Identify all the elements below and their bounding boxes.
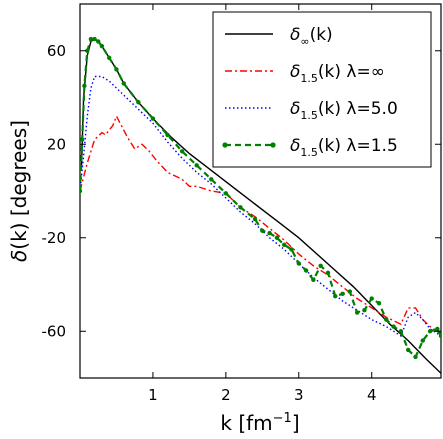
y-axis-label: δ(k) [degrees] <box>7 120 31 262</box>
legend: δ∞(k) δ1.5(k) λ=∞ δ1.5(k) λ=5.0 δ1.5(k) λ=1… <box>212 11 432 168</box>
series-line-3 <box>80 37 441 359</box>
series-marker <box>435 326 440 332</box>
series-line-1 <box>80 114 441 337</box>
series-marker <box>260 228 265 233</box>
legend-marker <box>270 142 276 148</box>
series-marker <box>238 205 243 210</box>
series-marker <box>136 99 141 105</box>
series-marker <box>369 296 374 301</box>
series-marker <box>333 293 338 299</box>
series-marker <box>405 347 411 353</box>
series-marker <box>398 329 404 334</box>
x-axis-label: k [fm−1] <box>220 411 299 435</box>
series-marker <box>88 36 94 42</box>
series-marker <box>354 310 360 315</box>
series-marker <box>194 163 199 168</box>
series-marker <box>325 270 331 276</box>
series-marker <box>340 291 345 297</box>
legend-box <box>212 11 432 168</box>
ticks-layer: 1 2 3 4 60 20 -20 -60 <box>42 4 441 404</box>
series-layer <box>80 36 441 374</box>
y-tick-label: -20 <box>42 229 67 247</box>
series-marker <box>96 39 101 44</box>
series-marker <box>296 261 301 266</box>
series-marker <box>376 301 382 306</box>
x-tick-label: 3 <box>294 386 304 404</box>
series-marker <box>85 48 90 53</box>
series-marker <box>420 338 425 343</box>
series-marker <box>311 277 316 283</box>
y-tick-label: 20 <box>47 135 66 153</box>
series-marker <box>252 216 258 222</box>
series-marker <box>391 324 396 329</box>
series-marker <box>165 132 170 138</box>
series-marker <box>223 191 229 196</box>
legend-label-2: δ1.5(k) λ=5.0 <box>290 99 398 122</box>
x-tick-label: 2 <box>221 386 231 404</box>
series-line-2 <box>80 75 441 337</box>
x-tick-label: 4 <box>367 386 377 404</box>
series-marker <box>114 67 119 72</box>
series-marker <box>384 317 389 322</box>
series-marker <box>92 36 97 42</box>
series-marker <box>121 81 126 86</box>
legend-marker <box>222 142 228 148</box>
series-marker <box>99 43 105 49</box>
series-marker <box>267 230 272 236</box>
series-marker <box>80 137 85 142</box>
series-marker <box>209 177 214 182</box>
series-marker <box>413 354 418 360</box>
y-tick-label: 60 <box>47 42 66 60</box>
series-marker <box>80 188 83 194</box>
series-marker <box>303 268 309 273</box>
series-marker <box>438 333 441 339</box>
series-marker <box>362 308 367 313</box>
series-marker <box>274 235 280 240</box>
y-tick-label: -60 <box>42 322 67 340</box>
series-marker <box>289 247 294 252</box>
series-marker <box>82 83 87 89</box>
series-marker <box>150 116 156 121</box>
series-marker <box>427 329 433 334</box>
legend-label-1: δ1.5(k) λ=∞ <box>290 62 385 85</box>
series-marker <box>106 55 112 60</box>
legend-label-0: δ∞(k) <box>290 25 333 48</box>
series-marker <box>347 289 353 294</box>
series-marker <box>318 263 323 268</box>
x-tick-label: 1 <box>148 386 158 404</box>
series-marker <box>282 242 287 247</box>
legend-label-3: δ1.5(k) λ=1.5 <box>290 136 398 159</box>
series-marker <box>179 149 185 154</box>
